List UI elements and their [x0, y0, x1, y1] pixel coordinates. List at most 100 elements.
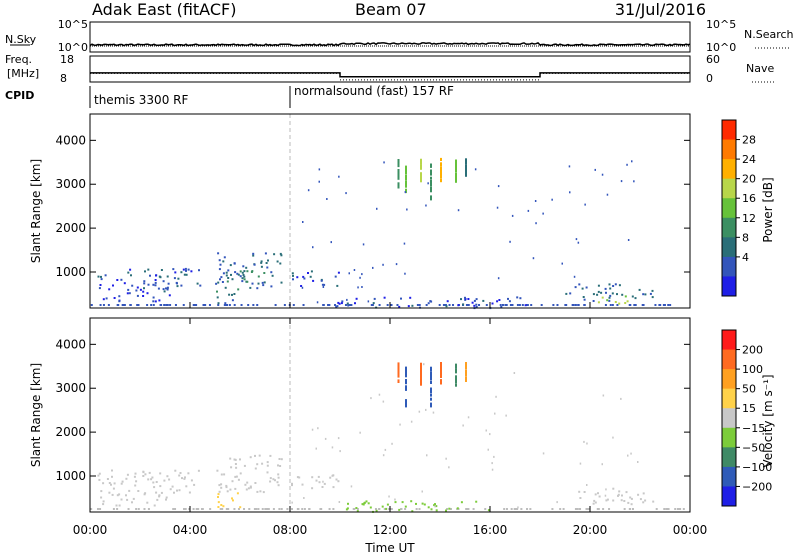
data-cell [331, 446, 334, 449]
data-cell [247, 304, 250, 306]
data-cell [219, 508, 222, 510]
data-cell [291, 484, 293, 487]
data-cell [505, 304, 508, 306]
data-cell [254, 482, 257, 484]
data-cell [90, 304, 93, 306]
data-cell [372, 266, 374, 269]
data-cell [455, 364, 457, 368]
data-cell [286, 508, 289, 510]
data-cell [435, 505, 438, 508]
data-cell [112, 487, 115, 490]
data-cell [372, 302, 375, 305]
data-cell [246, 280, 249, 283]
data-cell [637, 461, 639, 463]
data-cell [337, 301, 340, 304]
data-cell [154, 284, 157, 287]
data-cell [354, 302, 356, 305]
data-cell [310, 270, 313, 273]
data-cell [337, 437, 340, 440]
data-cell [455, 368, 457, 372]
data-cell [219, 263, 222, 266]
colorbar-tick-label: 4 [742, 251, 749, 264]
data-cell [620, 499, 623, 502]
data-cell [583, 491, 586, 493]
data-cell [606, 299, 609, 302]
data-cell [100, 275, 102, 278]
data-cell [241, 280, 244, 283]
data-cell [357, 286, 359, 289]
data-cell [231, 293, 233, 296]
data-cell [276, 260, 279, 263]
data-cell [233, 508, 236, 510]
data-cell [378, 304, 381, 306]
data-cell [403, 242, 406, 245]
nsky-tick-top: 10^5 [58, 18, 88, 31]
data-cell [440, 380, 442, 384]
data-cell [126, 473, 129, 476]
data-cell [336, 284, 339, 287]
freq-label: Freq. [5, 53, 32, 66]
power-y-axis: 1000 2000 3000 4000 [55, 133, 690, 279]
cpid-label: CPID [5, 89, 34, 102]
data-cell [455, 370, 457, 374]
data-cell [440, 174, 442, 178]
data-cell [455, 376, 457, 380]
data-cell [432, 411, 435, 414]
data-cell [228, 293, 231, 296]
data-cell [252, 252, 255, 255]
data-cell [301, 508, 304, 510]
data-cell [405, 400, 407, 404]
data-cell [581, 287, 584, 290]
data-cell [496, 206, 499, 209]
data-cell [398, 508, 401, 511]
data-cell [584, 203, 586, 206]
data-cell [235, 466, 238, 469]
data-cell [415, 508, 418, 510]
data-cell [616, 293, 618, 296]
data-cell [440, 170, 442, 174]
data-cell [338, 175, 340, 178]
data-cell [430, 393, 432, 397]
data-cell [467, 416, 470, 419]
data-cell [390, 508, 393, 510]
data-cell [234, 458, 237, 461]
nsky-line [89, 42, 691, 47]
colorbar-tick-label: 20 [742, 173, 756, 186]
data-cell [397, 185, 400, 189]
data-cell [316, 301, 319, 304]
data-cell [568, 165, 571, 168]
data-cell [233, 293, 236, 295]
data-cell [149, 274, 151, 277]
data-cell [346, 302, 349, 305]
data-cell [534, 200, 537, 202]
data-cell [669, 304, 672, 306]
data-cell [464, 296, 466, 299]
data-cell [317, 475, 320, 478]
data-cell [594, 168, 596, 171]
data-cell [243, 278, 246, 281]
data-cell [420, 161, 422, 164]
data-cell [239, 472, 242, 475]
data-cell [427, 506, 430, 509]
data-cell [99, 304, 102, 306]
data-cell [183, 273, 186, 276]
data-cell [254, 454, 256, 457]
colorbar-tick-label: −200 [742, 480, 772, 493]
data-cell [143, 493, 146, 496]
data-cell [143, 508, 146, 510]
data-cell [267, 508, 270, 510]
data-cell [137, 304, 140, 306]
colorbar-swatch [722, 217, 736, 238]
data-cell [579, 497, 582, 499]
data-cell [497, 277, 500, 280]
data-cell [485, 429, 487, 432]
data-cell [397, 371, 400, 375]
data-cell [430, 508, 433, 511]
data-cell [249, 286, 252, 289]
data-cell [465, 168, 467, 172]
data-cell [425, 304, 428, 306]
data-cell [182, 268, 185, 271]
freq-panel-frame [89, 55, 691, 83]
velocity-colorbar-label: Velocity [m s⁻¹] [761, 374, 775, 467]
data-cell [245, 266, 248, 269]
